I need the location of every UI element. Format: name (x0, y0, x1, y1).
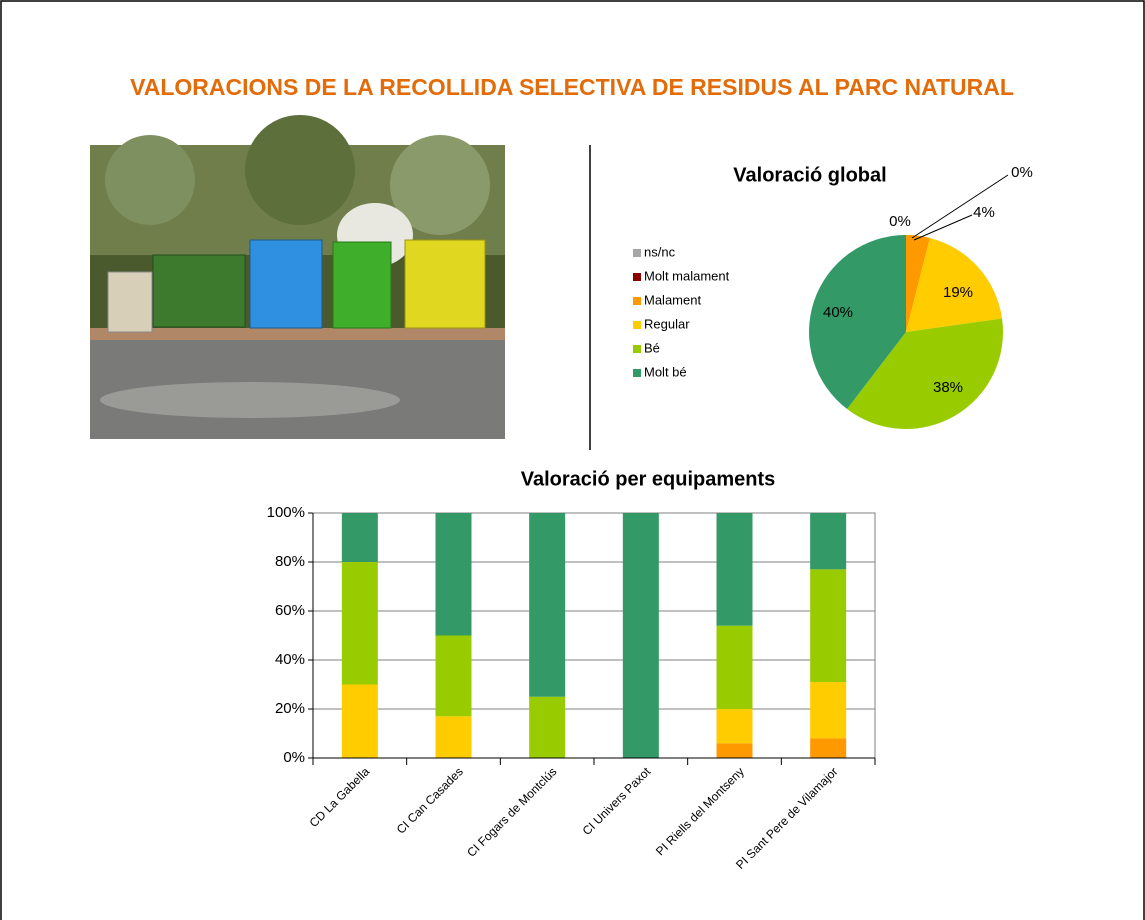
bar-segment (810, 682, 846, 738)
page: {"title": "VALORACIONS DE LA RECOLLIDA S… (0, 0, 1145, 920)
legend-swatch (633, 249, 641, 257)
data-label: 38% (933, 379, 963, 396)
x-tick-label: CI Can Casades (394, 764, 466, 836)
pie-title: Valoració global (733, 164, 886, 186)
data-label: 40% (823, 304, 853, 321)
data-label: 0% (889, 213, 911, 230)
bar-segment (623, 513, 659, 758)
legend-swatch (633, 321, 641, 329)
bar-segment (342, 685, 378, 759)
bar-segment (342, 513, 378, 562)
bar-segment (436, 636, 472, 717)
photo (90, 115, 505, 439)
legend-swatch (633, 345, 641, 353)
y-tick-label: 20% (275, 700, 305, 717)
y-tick-label: 40% (275, 651, 305, 668)
bar-segment (342, 562, 378, 685)
y-tick-label: 100% (267, 504, 305, 521)
legend-label: Molt malament (644, 268, 730, 283)
x-tick-label: PI Riells del Montseny (653, 764, 747, 858)
bar-segment (717, 709, 753, 743)
bar-segment (810, 569, 846, 682)
bar-segment (436, 513, 472, 636)
leader-line (914, 215, 972, 240)
bar-segment (810, 513, 846, 569)
y-tick-label: 80% (275, 553, 305, 570)
x-tick-label: CD La Gabella (307, 764, 373, 830)
legend-swatch (633, 273, 641, 281)
bar-segment (810, 738, 846, 758)
legend-swatch (633, 297, 641, 305)
legend-label: Regular (644, 316, 690, 331)
data-label: 0% (1011, 164, 1033, 181)
legend-label: Malament (644, 292, 701, 307)
y-tick-label: 60% (275, 602, 305, 619)
bar-segment (717, 513, 753, 626)
legend-label: Molt bé (644, 364, 687, 379)
data-label: 19% (943, 284, 973, 301)
page-canvas: Valoració global Valoració per equipamen… (0, 0, 1145, 920)
bar-segment (436, 716, 472, 758)
x-tick-label: PI Sant Pere de Vilamajor (733, 764, 840, 871)
bar-segment (717, 626, 753, 709)
legend-label: ns/nc (644, 244, 676, 259)
y-tick-label: 0% (283, 749, 305, 766)
bar-title: Valoració per equipaments (521, 468, 776, 490)
x-tick-label: CI Fogars de Montclús (464, 764, 559, 859)
data-label: 4% (973, 204, 995, 221)
plot-border (313, 513, 875, 758)
legend-swatch (633, 369, 641, 377)
bar-segment (717, 743, 753, 758)
bar-segment (529, 513, 565, 697)
page-border (1, 1, 1144, 920)
bar-segment (529, 697, 565, 758)
legend-label: Bé (644, 340, 660, 355)
x-tick-label: CI Univers Paxot (580, 764, 654, 838)
